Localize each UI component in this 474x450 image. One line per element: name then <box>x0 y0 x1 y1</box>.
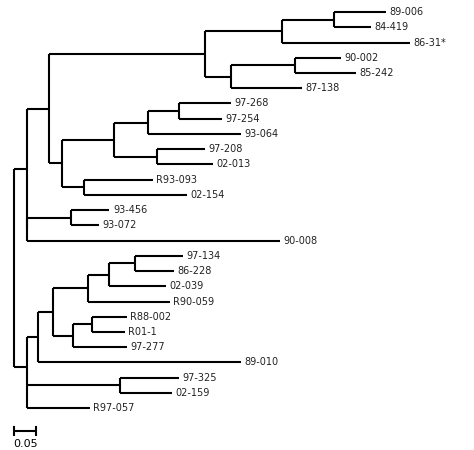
Text: 84-419: 84-419 <box>374 22 409 32</box>
Text: 97-208: 97-208 <box>208 144 242 154</box>
Text: 93-456: 93-456 <box>113 205 147 215</box>
Text: 89-010: 89-010 <box>245 357 279 368</box>
Text: 02-013: 02-013 <box>217 159 251 169</box>
Text: 90-008: 90-008 <box>284 235 318 246</box>
Text: 86-228: 86-228 <box>178 266 212 276</box>
Text: 02-159: 02-159 <box>175 388 210 398</box>
Text: R88-002: R88-002 <box>130 312 171 322</box>
Text: 90-002: 90-002 <box>344 53 378 63</box>
Text: 87-138: 87-138 <box>305 83 339 93</box>
Text: 97-277: 97-277 <box>130 342 165 352</box>
Text: R01-1: R01-1 <box>128 327 157 337</box>
Text: R93-093: R93-093 <box>156 175 197 184</box>
Text: 85-242: 85-242 <box>359 68 394 78</box>
Text: 97-268: 97-268 <box>234 99 268 108</box>
Text: R97-057: R97-057 <box>93 403 135 413</box>
Text: 97-325: 97-325 <box>182 373 217 382</box>
Text: 86-31*: 86-31* <box>413 37 446 48</box>
Text: 97-254: 97-254 <box>225 114 260 124</box>
Text: 93-064: 93-064 <box>245 129 279 139</box>
Text: R90-059: R90-059 <box>173 297 215 306</box>
Text: 0.05: 0.05 <box>13 439 37 450</box>
Text: 97-134: 97-134 <box>186 251 221 261</box>
Text: 02-154: 02-154 <box>191 190 225 200</box>
Text: 89-006: 89-006 <box>390 7 424 17</box>
Text: 93-072: 93-072 <box>102 220 137 230</box>
Text: 02-039: 02-039 <box>169 281 203 291</box>
